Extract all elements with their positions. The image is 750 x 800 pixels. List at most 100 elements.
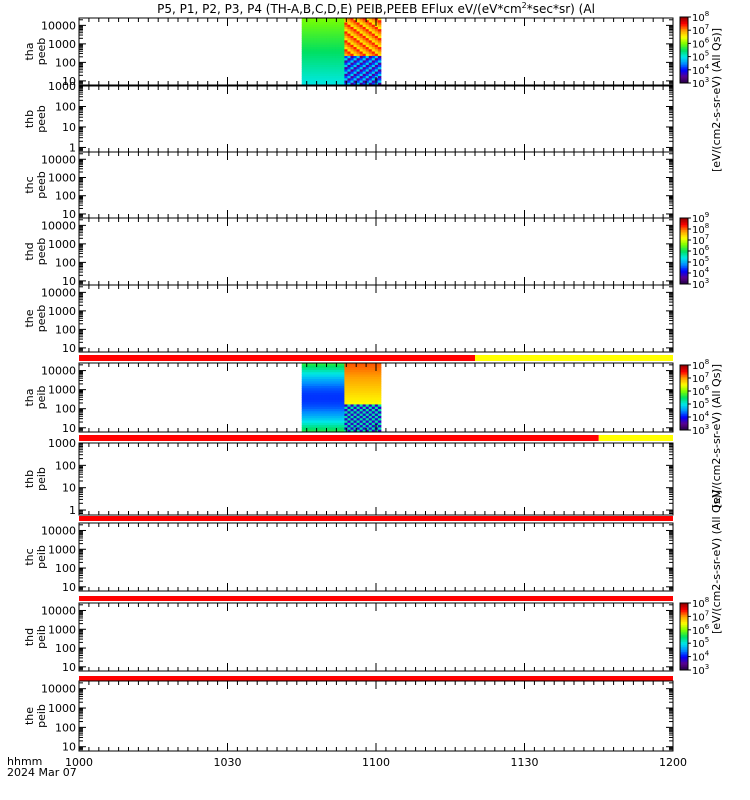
spectrogram-cell	[301, 415, 306, 419]
spectrogram-cell	[347, 376, 351, 380]
spectrogram-cell	[307, 404, 312, 408]
spectrogram-cell	[359, 47, 364, 50]
colorbar-group: 1031041051061071081031041051061071081091…	[679, 10, 723, 677]
spectrogram-cell	[356, 71, 361, 75]
spectrogram-cell	[316, 413, 321, 417]
spectrogram-cell	[350, 31, 354, 35]
spectrogram-cell	[335, 40, 339, 43]
colorbar-swatch	[680, 36, 688, 39]
spectrogram-cell	[326, 35, 330, 39]
spectrogram-cell	[368, 67, 373, 70]
spectrogram-cell	[341, 402, 345, 405]
spectrogram-cell	[341, 33, 345, 37]
spectrogram-cell	[353, 58, 357, 61]
spectrogram-cell	[335, 58, 339, 61]
spectrogram-cell	[332, 47, 336, 50]
colorbar-swatch	[680, 255, 688, 258]
spectrogram-cell	[359, 73, 364, 77]
spectrogram-cell	[359, 35, 364, 39]
spectrogram-cell	[332, 69, 336, 72]
spectrogram-cell	[307, 399, 312, 403]
spectrogram-cell	[347, 411, 351, 414]
spectrogram-cell	[332, 76, 336, 79]
spectrogram-cell	[316, 367, 321, 371]
spectrogram-cell	[341, 420, 345, 424]
spectrogram-cell	[329, 411, 333, 414]
spectrogram-cell	[350, 18, 354, 21]
spectrogram-cell	[329, 372, 333, 375]
spectrogram-cell	[320, 26, 324, 30]
spectrogram-cell	[353, 425, 357, 428]
spectrogram-cell	[323, 404, 327, 408]
spectrogram-cell	[356, 413, 361, 417]
spectrogram-cell	[377, 76, 382, 79]
spectrogram-cell	[320, 409, 324, 412]
x-tick-label: 1100	[362, 756, 390, 769]
y-tick-label: 10000	[41, 683, 76, 696]
spectrogram-cell	[329, 418, 333, 421]
colorbar-swatch	[680, 402, 688, 405]
spectrogram-cell	[307, 24, 312, 28]
spectrogram-cell	[353, 392, 357, 396]
colorbar-swatch	[680, 400, 688, 403]
spectrogram-cell	[301, 392, 306, 396]
spectrogram-cell	[368, 82, 373, 86]
panel-ylabel: thapeeb	[23, 38, 48, 66]
spectrogram-cell	[350, 35, 354, 39]
spectrogram-cell	[359, 427, 364, 431]
spectrogram-cell	[350, 40, 354, 43]
status-bar-segment	[79, 596, 673, 601]
spectrogram-cell	[344, 411, 348, 414]
spectrogram-cell	[350, 82, 354, 86]
colorbar-swatch	[680, 74, 688, 77]
spectrogram-cell	[332, 374, 336, 378]
spectrogram-cell	[359, 53, 364, 57]
spectrogram-cell	[332, 367, 336, 371]
colorbar-swatch	[680, 381, 688, 384]
spectrogram-cell	[341, 372, 345, 375]
spectrogram-cell	[335, 33, 339, 37]
spectrogram-cell	[359, 367, 364, 371]
spectrogram-cell	[301, 374, 306, 378]
spectrogram-cell	[323, 376, 327, 380]
spectrogram-cell	[307, 82, 312, 86]
spectrogram-cell	[347, 413, 351, 417]
spectrogram-cell	[304, 422, 309, 426]
spectrogram-cell	[304, 386, 309, 389]
spectrogram-cell	[344, 367, 348, 371]
spectrogram-cell	[338, 22, 342, 26]
spectrogram-cell	[326, 420, 330, 424]
spectrogram-cell	[365, 386, 370, 389]
colorbar-tick-label: 106	[692, 623, 710, 637]
spectrogram-cell	[326, 24, 330, 28]
spectrogram-cell	[365, 35, 370, 39]
spectrogram-cell	[344, 22, 348, 26]
spectrogram-cell	[377, 78, 382, 81]
spectrogram-cell	[341, 76, 345, 79]
spectrogram-cell	[341, 44, 345, 48]
spectrogram-cell	[353, 69, 357, 72]
spectrogram-cell	[347, 409, 351, 412]
spectrogram-cell	[362, 49, 367, 52]
spectrogram-cell	[310, 365, 315, 368]
spectrogram-cell	[316, 69, 321, 72]
spectrogram-cell	[310, 420, 315, 424]
spectrogram-cell	[356, 388, 361, 391]
spectrogram-cell	[359, 418, 364, 421]
spectrogram-cell	[332, 388, 336, 391]
spectrogram-cell	[356, 60, 361, 64]
spectrogram-cell	[316, 415, 321, 419]
spectrogram-cell	[377, 29, 382, 32]
spectrogram-cell	[371, 60, 376, 64]
spectrogram-cell	[371, 427, 376, 431]
spectrogram-cell	[320, 395, 324, 398]
spectrogram-cell	[329, 427, 333, 431]
spectrogram-cell	[329, 392, 333, 396]
spectrogram-cell	[371, 376, 376, 380]
spectrogram-cell	[323, 20, 327, 23]
spectrogram-cell	[359, 82, 364, 86]
spectrogram-cell	[350, 374, 354, 378]
